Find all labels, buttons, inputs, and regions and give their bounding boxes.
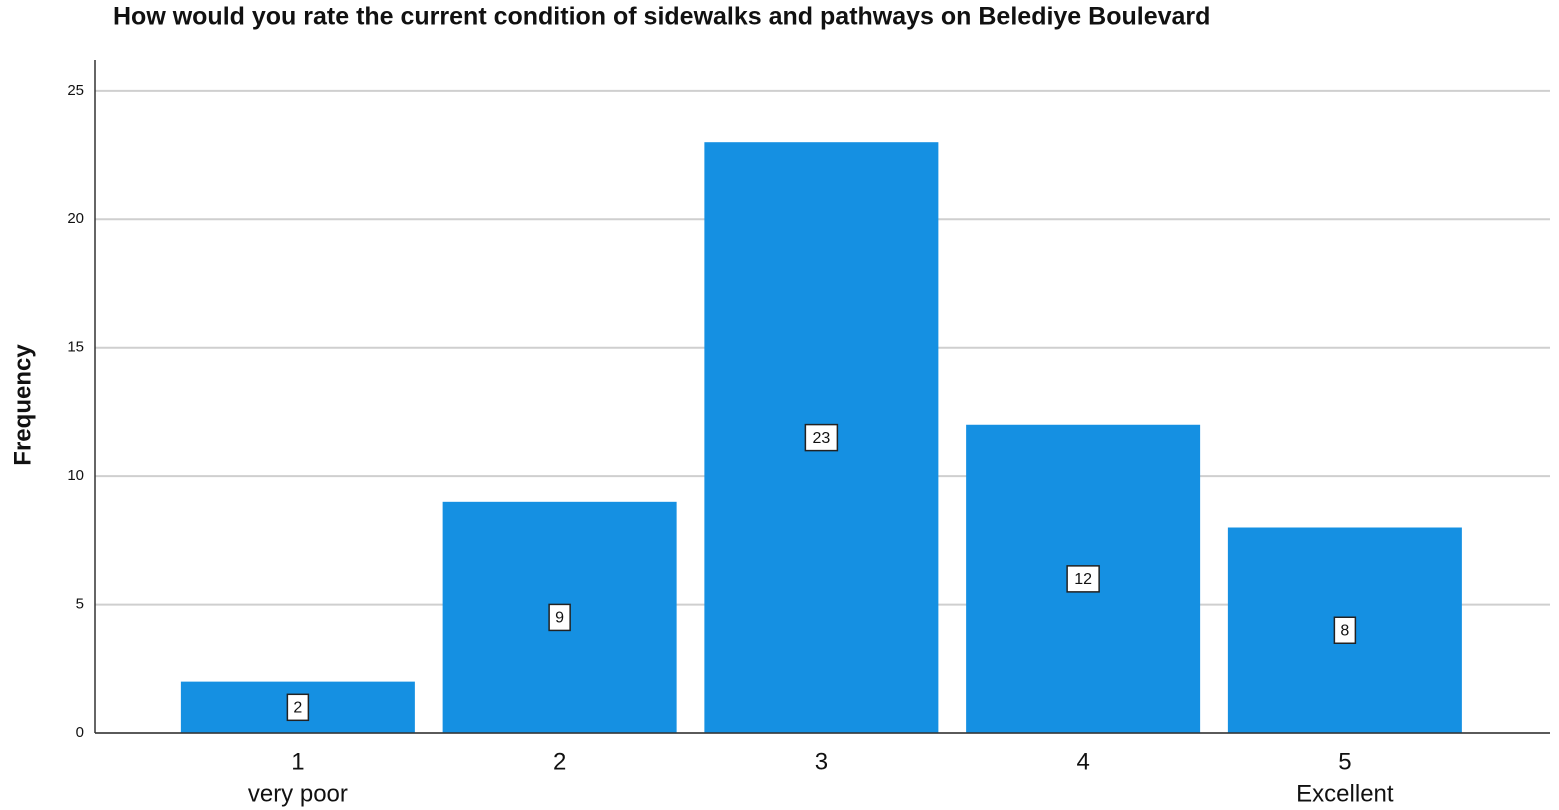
value-label-box — [548, 603, 571, 632]
y-tick-label: 20 — [67, 210, 84, 227]
value-label-box — [286, 693, 310, 722]
value-label: 12 — [1074, 571, 1092, 588]
value-label-box — [804, 423, 839, 452]
value-label-box — [1333, 616, 1357, 645]
y-tick-label: 0 — [76, 724, 84, 741]
y-tick-label: 10 — [67, 467, 84, 484]
y-tick-label: 5 — [76, 596, 84, 613]
x-tick-label: 4 — [1076, 748, 1089, 775]
value-label: 23 — [812, 430, 830, 447]
x-tick-label: 3 — [815, 748, 828, 775]
chart-title: How would you rate the current condition… — [113, 3, 1210, 31]
y-tick-label: 25 — [67, 82, 84, 99]
x-tick-sublabel: very poor — [248, 780, 348, 807]
x-tick-label: 2 — [553, 748, 566, 775]
x-tick-label: 1 — [291, 748, 304, 775]
y-tick-label: 15 — [67, 339, 84, 356]
value-label: 2 — [293, 700, 302, 717]
x-tick-label: 5 — [1338, 748, 1351, 775]
value-label: 9 — [555, 610, 564, 627]
value-label: 8 — [1340, 622, 1349, 639]
value-label-box — [1066, 565, 1100, 593]
x-tick-sublabel: Excellent — [1296, 780, 1394, 807]
y-axis-label: Frequency — [9, 344, 36, 466]
